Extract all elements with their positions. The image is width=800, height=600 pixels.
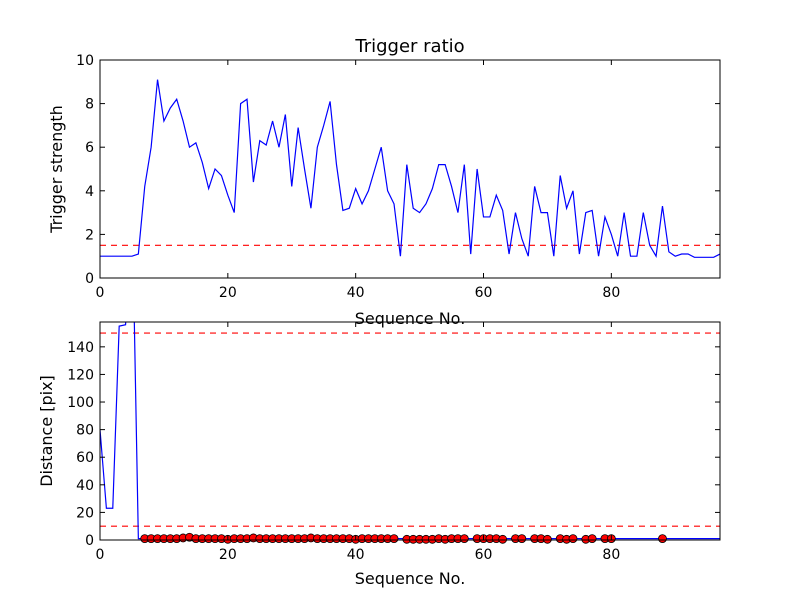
x-tick-label: 80 [602,285,620,301]
y-tick-label: 100 [67,395,94,411]
y-tick-label: 0 [85,271,94,287]
distance-markers-layer [140,532,667,544]
trigger-strength-chart: Trigger ratio 0 20 40 60 80 0 2 4 6 8 10 Sequence… [47,36,721,328]
distance-marker [517,534,527,544]
series-line [100,79,720,259]
y-tick-label: 140 [67,340,94,356]
y-tick-label: 40 [76,478,94,494]
trigger-strength-line-layer [100,79,720,259]
y-tick-label: 8 [85,97,94,113]
x-tick-label: 20 [219,547,237,563]
bottom-x-ticks: 0 20 40 60 80 [96,322,620,563]
bottom-plot-frame [99,321,721,541]
y-tick-label: 80 [76,423,94,439]
bottom-y-ticks: 0 20 40 60 80 100 120 140 [67,340,720,549]
x-tick-label: 80 [602,547,620,563]
top-x-axis-label: Sequence No. [355,309,466,328]
y-tick-label: 6 [85,140,94,156]
x-tick-label: 20 [219,285,237,301]
bottom-y-axis-label: Distance [pix] [37,375,56,487]
top-y-ticks: 0 2 4 6 8 10 [76,53,720,287]
x-tick-label: 0 [96,547,105,563]
bottom-x-axis-label: Sequence No. [355,569,466,588]
y-tick-label: 10 [76,53,94,69]
x-tick-label: 60 [475,285,493,301]
y-tick-label: 60 [76,450,94,466]
y-tick-label: 2 [85,227,94,243]
top-y-axis-label: Trigger strength [47,105,66,234]
distance-marker [568,534,578,544]
x-tick-label: 0 [96,285,105,301]
x-tick-label: 60 [475,547,493,563]
y-tick-label: 4 [85,184,94,200]
distance-marker [389,534,399,544]
distance-marker [459,534,469,544]
distance-chart: 0 20 40 60 80 0 20 40 60 80 100 120 140 Sequence No… [37,321,721,588]
distance-marker [498,534,508,544]
distance-marker [587,534,597,544]
chart-title: Trigger ratio [354,36,464,57]
y-tick-label: 20 [76,505,94,521]
x-tick-label: 40 [347,285,365,301]
top-plot-frame [99,59,721,279]
top-x-ticks: 0 20 40 60 80 [96,60,620,301]
distance-marker [658,534,667,544]
y-tick-label: 0 [85,533,94,549]
x-tick-label: 40 [347,547,365,563]
y-tick-label: 120 [67,367,94,383]
distance-threshold-layer [100,332,720,527]
distance-marker [543,534,552,544]
